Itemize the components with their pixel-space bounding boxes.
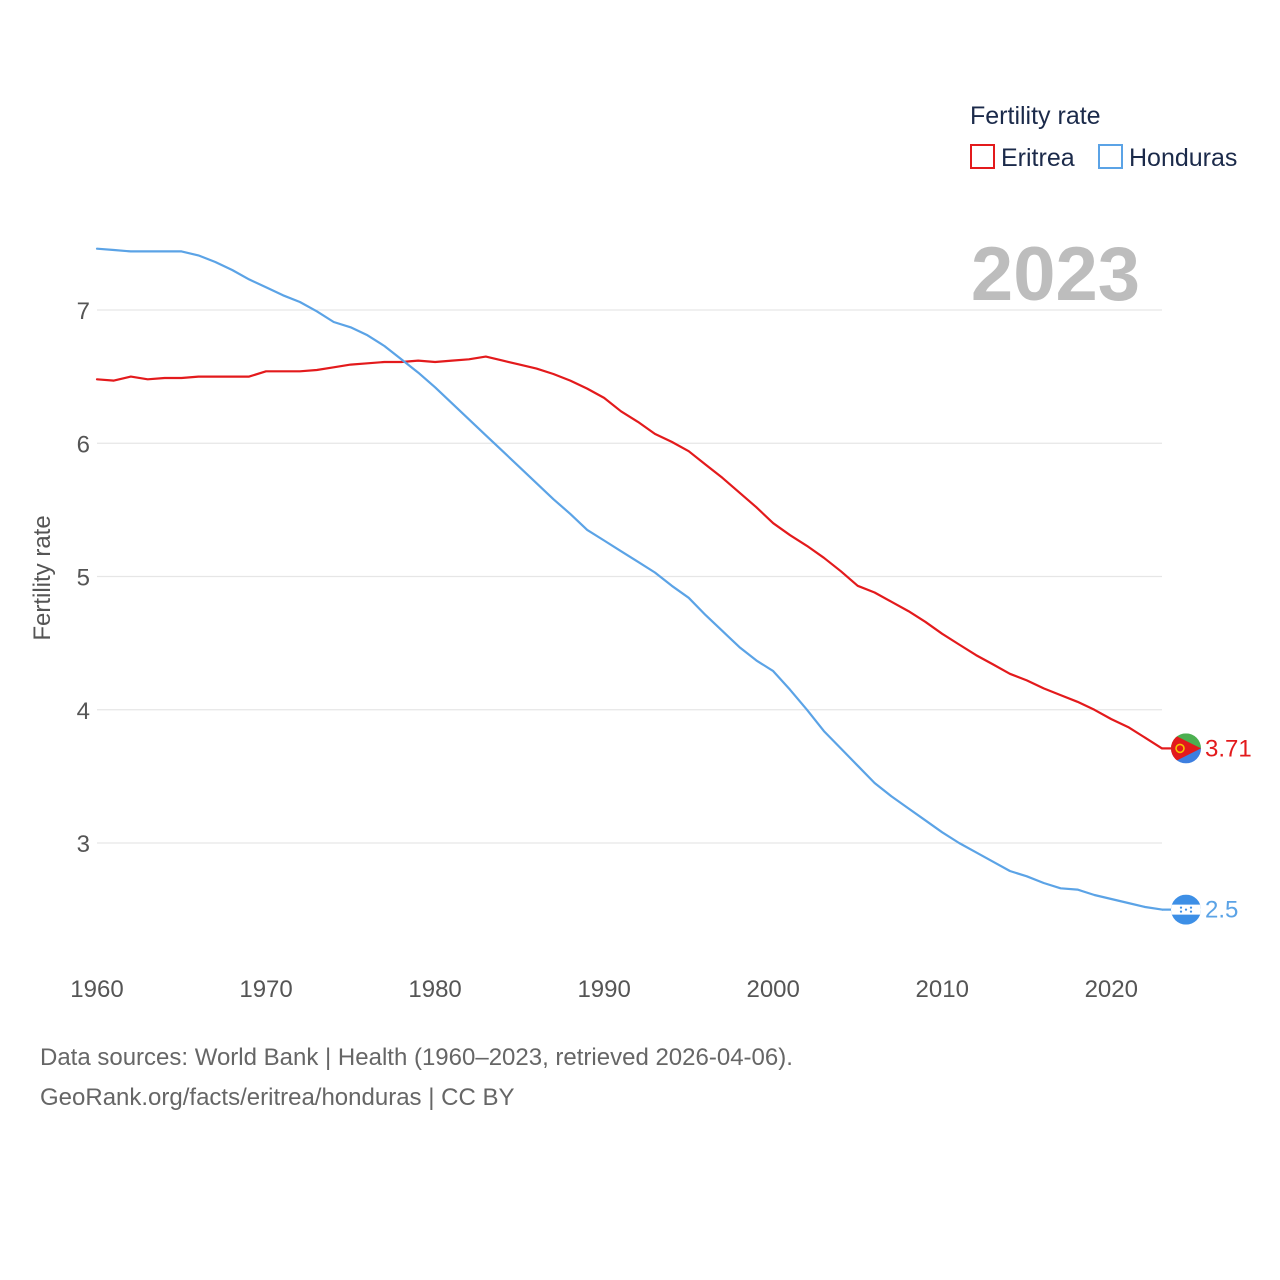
legend: Fertility rate Eritrea Honduras xyxy=(970,102,1237,172)
series-line-eritrea xyxy=(95,355,1164,750)
x-tick-label-1960: 1960 xyxy=(70,976,123,1003)
x-tick-label-1990: 1990 xyxy=(577,976,630,1003)
y-axis-ticks: 3 4 5 6 7 xyxy=(77,298,90,858)
data-source-note: Data sources: World Bank | Health (1960–… xyxy=(40,1044,793,1071)
x-tick-label-2000: 2000 xyxy=(746,976,799,1003)
y-tick-label-7: 7 xyxy=(77,298,90,325)
x-axis-ticks: 1960 1970 1980 1990 2000 2010 2020 xyxy=(70,976,1138,1003)
series-line-honduras xyxy=(95,247,1164,911)
legend-label-eritrea: Eritrea xyxy=(1001,144,1075,172)
x-tick-label-2010: 2010 xyxy=(916,976,969,1003)
legend-title: Fertility rate xyxy=(970,102,1101,130)
year-display: 2023 xyxy=(971,232,1140,317)
legend-swatch-honduras xyxy=(1098,144,1123,169)
y-tick-label-3: 3 xyxy=(77,831,90,858)
honduras-flag-icon xyxy=(1171,894,1201,925)
x-tick-label-1970: 1970 xyxy=(239,976,292,1003)
x-tick-label-2020: 2020 xyxy=(1085,976,1138,1003)
series-lines xyxy=(95,247,1164,911)
y-tick-label-5: 5 xyxy=(77,565,90,592)
y-tick-label-4: 4 xyxy=(77,698,90,725)
y-axis-title: Fertility rate xyxy=(29,515,56,640)
gridlines xyxy=(97,309,1162,844)
eritrea-flag-icon xyxy=(1171,733,1201,764)
x-tick-label-1980: 1980 xyxy=(408,976,461,1003)
end-value-label-honduras: 2.5 xyxy=(1205,897,1238,924)
legend-swatch-eritrea xyxy=(970,144,995,169)
y-tick-label-6: 6 xyxy=(77,431,90,458)
legend-label-honduras: Honduras xyxy=(1129,144,1237,172)
end-value-label-eritrea: 3.71 xyxy=(1205,735,1252,762)
series-end-markers: 3.71 2.5 xyxy=(1162,733,1252,925)
credit-link[interactable]: GeoRank.org/facts/eritrea/honduras | CC … xyxy=(40,1084,515,1111)
